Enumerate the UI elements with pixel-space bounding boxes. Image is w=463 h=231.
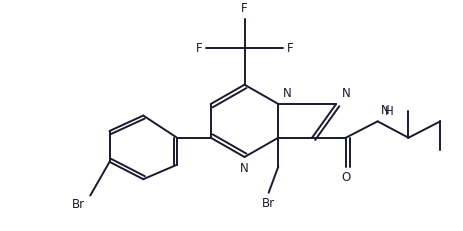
Text: H: H	[384, 105, 393, 118]
Text: F: F	[286, 42, 293, 55]
Text: Br: Br	[262, 197, 275, 210]
Text: O: O	[340, 170, 350, 183]
Text: N: N	[380, 103, 388, 116]
Text: N: N	[341, 87, 350, 100]
Text: N: N	[240, 162, 248, 175]
Text: Br: Br	[72, 198, 85, 210]
Text: F: F	[241, 2, 247, 15]
Text: F: F	[195, 42, 202, 55]
Text: N: N	[282, 87, 291, 100]
